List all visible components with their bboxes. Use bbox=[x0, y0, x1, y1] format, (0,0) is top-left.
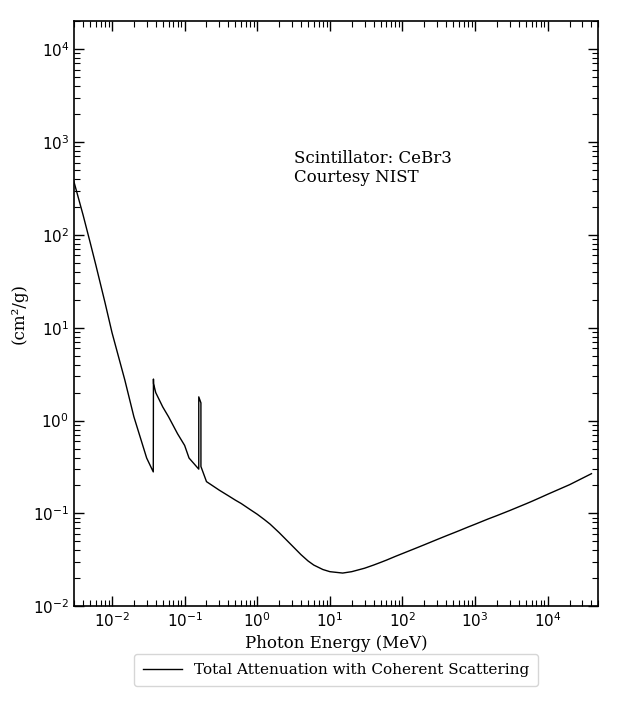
Y-axis label: (cm²/g): (cm²/g) bbox=[10, 283, 27, 344]
Text: Scintillator: CeBr3
Courtesy NIST: Scintillator: CeBr3 Courtesy NIST bbox=[294, 150, 452, 187]
Legend: Total Attenuation with Coherent Scattering: Total Attenuation with Coherent Scatteri… bbox=[135, 654, 538, 687]
X-axis label: Photon Energy (MeV): Photon Energy (MeV) bbox=[245, 635, 428, 652]
